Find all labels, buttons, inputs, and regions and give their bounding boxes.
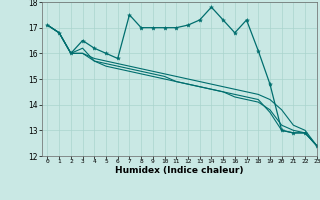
X-axis label: Humidex (Indice chaleur): Humidex (Indice chaleur) [115, 166, 244, 175]
